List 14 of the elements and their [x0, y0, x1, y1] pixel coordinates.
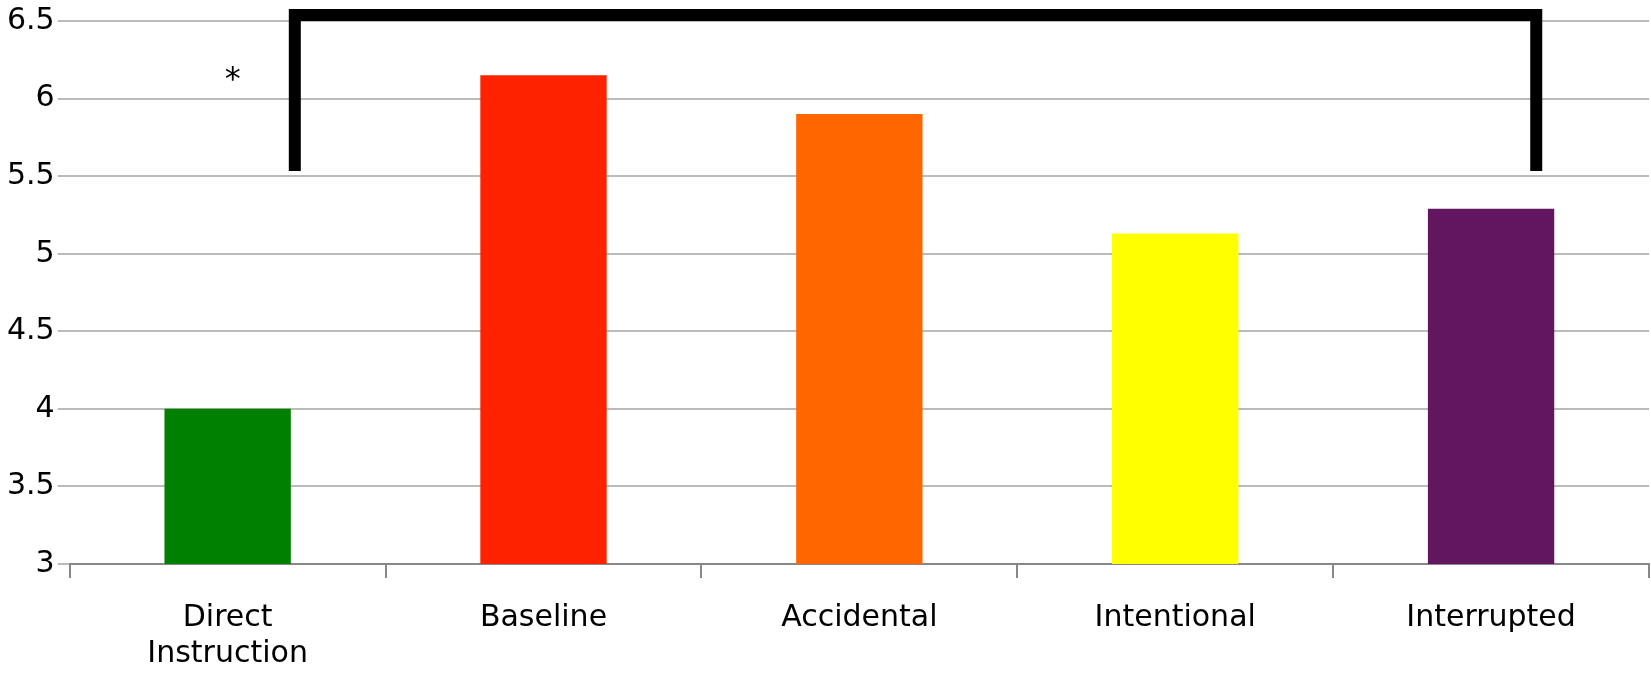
annotation: *: [224, 59, 241, 97]
x-tick-label: Intentional: [1094, 597, 1256, 633]
y-tick-label: 4.5: [6, 311, 55, 347]
y-tick-label: 5: [35, 233, 55, 269]
y-tick-label: 6: [35, 78, 55, 114]
y-tick-label: 4: [35, 388, 55, 424]
x-tick-label: Interrupted: [1406, 597, 1576, 633]
x-tick-label: Direct Instruction: [147, 597, 308, 669]
y-tick-label: 3: [35, 543, 55, 579]
y-tick-label: 5.5: [6, 155, 55, 191]
x-tick-label: Baseline: [479, 597, 608, 633]
x-tick-label: Accidental: [781, 597, 938, 633]
y-tick-label: 3.5: [6, 466, 55, 502]
y-tick-label: 6.5: [6, 0, 55, 36]
